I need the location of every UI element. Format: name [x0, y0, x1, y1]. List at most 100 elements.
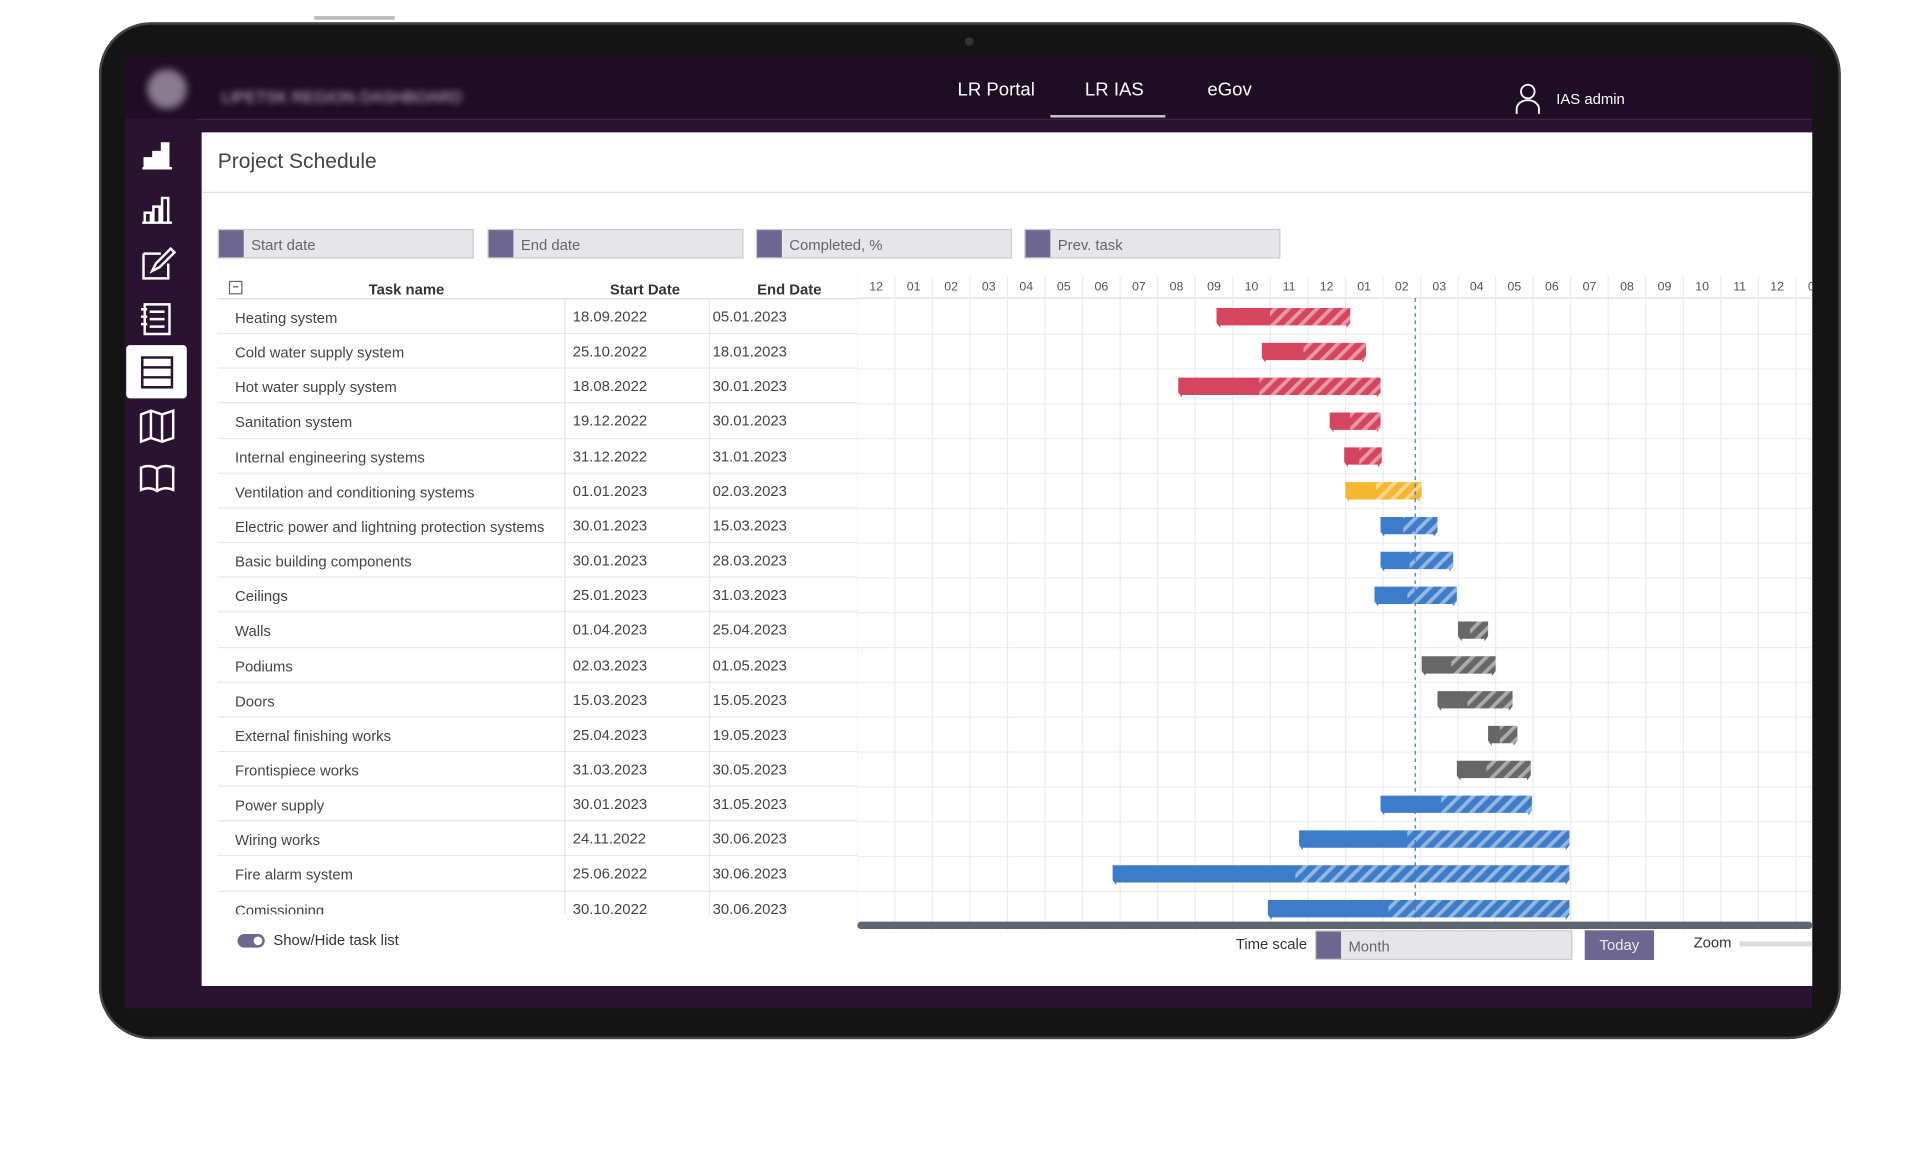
- task-name: Ceilings: [235, 587, 288, 606]
- row-divider: [217, 576, 858, 578]
- end-date: 31.05.2023: [712, 795, 787, 813]
- row-divider: [217, 750, 858, 753]
- month-label: 10: [1245, 280, 1259, 294]
- row-divider: [217, 785, 858, 787]
- nav-link[interactable]: eGov: [1207, 79, 1252, 101]
- gantt-bar-hatch: [1403, 516, 1438, 535]
- month-label: 12: [1770, 280, 1784, 294]
- gantt-bar-hatch: [1270, 308, 1351, 326]
- task-name: Podiums: [235, 657, 293, 675]
- filter-select[interactable]: Prev. task: [1024, 228, 1281, 259]
- end-date: 30.06.2023: [712, 900, 787, 915]
- row-divider: [217, 716, 858, 718]
- month-label: 09: [1658, 280, 1672, 294]
- row-divider: [217, 507, 858, 509]
- gantt-bar-hatch: [1470, 621, 1489, 639]
- filter-select[interactable]: End date: [487, 228, 744, 259]
- start-date: 01.04.2023: [572, 621, 648, 639]
- end-date: 30.06.2023: [712, 865, 787, 883]
- collapse-toggle[interactable]: −: [228, 280, 243, 295]
- gantt-bar-hatch: [1499, 725, 1518, 744]
- panel-title: Project Schedule: [217, 149, 377, 174]
- filter-button: [488, 230, 514, 258]
- user-name[interactable]: IAS admin: [1556, 90, 1625, 108]
- task-name: Wiring works: [235, 831, 321, 849]
- month-label: 08: [1620, 280, 1634, 294]
- gantt-bar-hatch: [1407, 586, 1457, 604]
- zoom-label: Zoom: [1693, 934, 1732, 952]
- gantt-bar-hatch: [1359, 447, 1382, 465]
- table-header: [217, 276, 858, 300]
- scale-label: Time scale: [1235, 935, 1308, 953]
- column-header[interactable]: Start Date: [609, 280, 681, 299]
- column-header[interactable]: End Date: [757, 280, 822, 299]
- end-date: 31.01.2023: [712, 447, 787, 465]
- end-date: 30.01.2023: [712, 377, 787, 396]
- end-date: 15.03.2023: [712, 516, 787, 535]
- start-date: 18.08.2022: [572, 377, 648, 396]
- start-date: 31.12.2022: [572, 447, 648, 465]
- filter-button: [757, 230, 782, 258]
- start-date: 25.04.2023: [572, 725, 648, 744]
- nav-link[interactable]: LR IAS: [1084, 79, 1144, 101]
- horizontal-scrollbar: [857, 921, 1813, 930]
- zoom-slider[interactable]: [1739, 941, 1813, 947]
- row-divider: [217, 541, 858, 544]
- end-date: 18.01.2023: [712, 342, 787, 361]
- filter-select[interactable]: Completed, %: [755, 228, 1012, 259]
- month-label: 11: [1733, 280, 1746, 294]
- gantt-bar-hatch: [1441, 795, 1532, 813]
- end-date: 02.03.2023: [712, 482, 787, 500]
- end-date: 25.04.2023: [712, 621, 787, 639]
- start-date: 30.01.2023: [572, 795, 648, 813]
- nav-link[interactable]: LR Portal: [957, 79, 1035, 101]
- start-date: 30.01.2023: [572, 516, 648, 535]
- end-date: 30.01.2023: [712, 412, 787, 430]
- gantt-bar-hatch: [1486, 760, 1531, 779]
- column-header[interactable]: Task name: [368, 280, 445, 299]
- row-divider: [217, 332, 858, 335]
- row-divider: [217, 646, 858, 648]
- month-label: 03: [982, 280, 996, 294]
- task-name: Internal engineering systems: [235, 448, 425, 466]
- month-label: 06: [1094, 280, 1108, 294]
- month-label: 05: [1057, 280, 1071, 294]
- row-divider: [217, 472, 858, 474]
- today-button[interactable]: Today: [1584, 930, 1655, 960]
- end-date: 19.05.2023: [712, 725, 787, 744]
- month-label: 12: [869, 280, 883, 294]
- month-label: 10: [1695, 280, 1709, 294]
- start-date: 25.10.2022: [572, 342, 648, 361]
- task-name: Walls: [235, 622, 271, 641]
- start-date: 24.11.2022: [572, 830, 646, 848]
- filter-placeholder: End date: [520, 236, 581, 254]
- sidebar-icons[interactable]: [125, 119, 196, 564]
- toggle-label[interactable]: Show/Hide task list: [273, 931, 399, 949]
- filter-select[interactable]: Start date: [217, 228, 474, 259]
- row-divider: [217, 611, 858, 613]
- start-date: 18.09.2022: [572, 308, 648, 326]
- row-divider: [217, 855, 858, 857]
- task-name: Frontispiece works: [235, 761, 359, 780]
- toggle-switch[interactable]: [237, 934, 265, 948]
- scale-select[interactable]: Month: [1315, 930, 1573, 960]
- screen: LIPETSK REGION DASHBOARD LR Portal LR IA…: [124, 56, 1813, 1009]
- logo: [147, 69, 187, 109]
- row-divider: [217, 367, 858, 370]
- start-date: 01.01.2023: [572, 482, 648, 500]
- filter-placeholder: Start date: [251, 236, 316, 254]
- gantt-bar-hatch: [1259, 377, 1381, 396]
- gantt-chart: 12 01 02 03 04 05 06 07 08 09 10 11 12 01 02 03 04 05 06 07…: [857, 275, 1813, 932]
- device-button: [314, 16, 395, 20]
- month-label: 11: [1283, 280, 1296, 294]
- gantt-bar-hatch: [1407, 830, 1570, 848]
- row-divider: [217, 890, 858, 892]
- gantt-bar-hatch: [1303, 342, 1366, 361]
- end-date: 15.05.2023: [712, 691, 787, 709]
- sidebar: [124, 118, 196, 1009]
- task-name: Electric power and lightning protection …: [235, 518, 545, 536]
- month-label: 01: [1808, 280, 1812, 294]
- month-label: 02: [1395, 280, 1409, 294]
